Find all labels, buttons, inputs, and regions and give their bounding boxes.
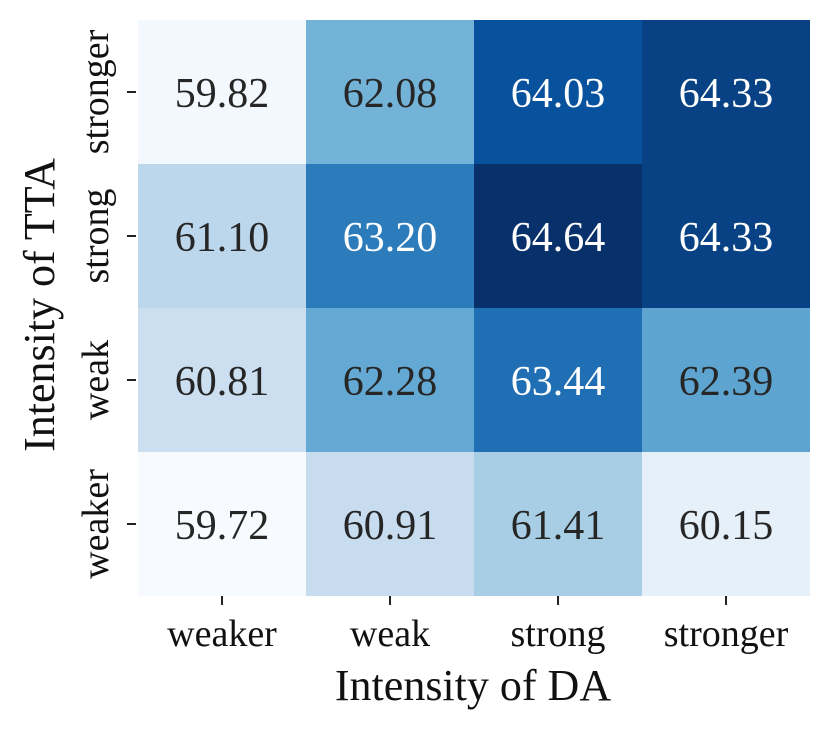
- y-tick-label-0: stronger: [75, 29, 117, 154]
- heatmap-cell-r0-c0: [138, 20, 306, 164]
- y-tick-label-1: strong: [75, 189, 117, 284]
- cell-value-label-r0-c2: 64.03: [511, 71, 606, 117]
- heatmap-cell-r1-c1: [306, 164, 474, 308]
- heatmap-cell-r0-c3: [642, 20, 810, 164]
- cell-value-label-r3-c1: 60.91: [343, 503, 438, 549]
- cell-value-label-r1-c0: 61.10: [175, 215, 270, 261]
- y-axis-title: Intensity of TTA: [15, 158, 64, 452]
- heatmap-cell-r2-c2: [474, 308, 642, 452]
- cell-value-label-r0-c1: 62.08: [343, 71, 438, 117]
- heatmap-cell-r2-c0: [138, 308, 306, 452]
- heatmap-cell-r3-c0: [138, 452, 306, 596]
- cell-value-label-r1-c1: 63.20: [343, 215, 438, 261]
- heatmap-cell-r2-c3: [642, 308, 810, 452]
- heatmap-cell-r3-c1: [306, 452, 474, 596]
- x-axis-ticks: weaker weak strong stronger: [167, 596, 789, 655]
- heatmap-cell-r0-c1: [306, 20, 474, 164]
- x-tick-label-2: strong: [511, 613, 606, 655]
- y-tick-label-2: weak: [75, 340, 117, 420]
- x-tick-label-0: weaker: [167, 613, 277, 655]
- y-axis-ticks: stronger strong weak weaker: [75, 29, 136, 579]
- cell-value-label-r0-c0: 59.82: [175, 71, 270, 117]
- heatmap-cell-r0-c2: [474, 20, 642, 164]
- cell-value-label-r0-c3: 64.33: [679, 71, 774, 117]
- heatmap-cell-r1-c0: [138, 164, 306, 308]
- heatmap-cell-r3-c3: [642, 452, 810, 596]
- cell-value-label-r3-c0: 59.72: [175, 503, 270, 549]
- x-tick-label-3: stronger: [664, 613, 789, 655]
- cell-value-label-r3-c2: 61.41: [511, 503, 606, 549]
- heatmap-cell-r1-c2: [474, 164, 642, 308]
- y-tick-label-3: weaker: [75, 469, 117, 579]
- heatmap-cell-r3-c2: [474, 452, 642, 596]
- cell-value-label-r2-c1: 62.28: [343, 359, 438, 405]
- x-tick-label-1: weak: [350, 613, 430, 655]
- cell-value-label-r3-c3: 60.15: [679, 503, 774, 549]
- cell-value-label-r2-c0: 60.81: [175, 359, 270, 405]
- heatmap-cell-r1-c3: [642, 164, 810, 308]
- cell-value-label-r2-c3: 62.39: [679, 359, 774, 405]
- cell-value-label-r2-c2: 63.44: [511, 359, 606, 405]
- cell-value-label-r1-c3: 64.33: [679, 215, 774, 261]
- heatmap-cells: [138, 20, 810, 596]
- heatmap-cell-labels: 59.82 62.08 64.03 64.33 61.10 63.20 64.64 64.33…: [175, 71, 774, 549]
- x-axis-title: Intensity of DA: [335, 661, 611, 710]
- cell-value-label-r1-c2: 64.64: [511, 215, 606, 261]
- heatmap-cell-r2-c1: [306, 308, 474, 452]
